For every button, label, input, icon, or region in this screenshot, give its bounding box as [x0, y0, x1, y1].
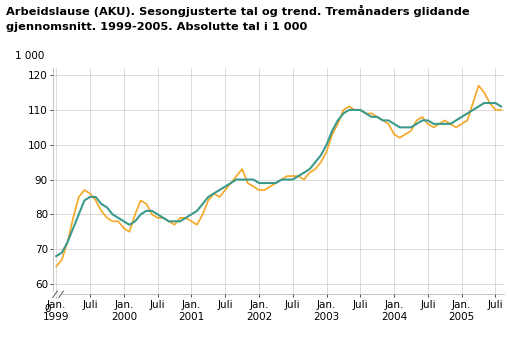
Text: 1 000: 1 000: [15, 51, 44, 61]
Text: 0: 0: [44, 304, 51, 314]
Text: gjennomsnitt. 1999-2005. Absolutte tal i 1 000: gjennomsnitt. 1999-2005. Absolutte tal i…: [6, 22, 307, 32]
Legend: Sesongjustert, Trend: Sesongjustert, Trend: [180, 356, 377, 359]
Text: Arbeidslause (AKU). Sesongjusterte tal og trend. Tremånaders glidande: Arbeidslause (AKU). Sesongjusterte tal o…: [6, 5, 470, 18]
